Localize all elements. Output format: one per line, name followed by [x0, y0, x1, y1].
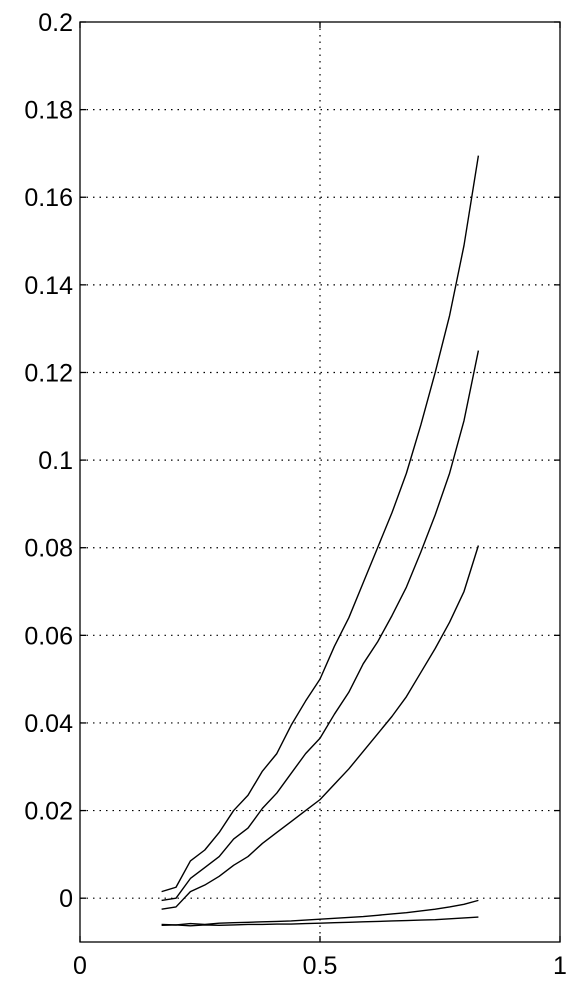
- series-line-1: [161, 155, 480, 893]
- x-tick-label: 0: [73, 952, 87, 980]
- y-tick-label: 0.14: [24, 272, 73, 300]
- grid-layer: [80, 22, 560, 942]
- y-tick-label: 0.16: [24, 184, 73, 212]
- series-line-4: [161, 899, 479, 926]
- tick-label-layer: 0 0.02 0.04 0.06 0.08 0.1 0.12 0.14 0.16 0.18 0.2 0…: [24, 9, 566, 980]
- y-tick-label: 0.18: [24, 97, 73, 125]
- y-tick-label: 0.08: [24, 535, 73, 563]
- y-tick-label: 0.1: [38, 447, 73, 475]
- series-line-2: [161, 350, 480, 902]
- series-layer: [161, 155, 480, 927]
- y-tick-label: 0.02: [24, 798, 73, 826]
- x-tick-label: 0.5: [303, 952, 338, 980]
- y-tick-label: 0.2: [38, 9, 73, 37]
- tick-layer: [79, 21, 561, 942]
- y-tick-label: 0.12: [24, 359, 73, 387]
- y-tick-label: 0: [59, 885, 73, 913]
- x-tick-label: 1: [553, 952, 566, 980]
- y-tick-label: 0.06: [24, 622, 73, 650]
- plot-frame: [79, 21, 561, 943]
- series-line-5: [161, 916, 479, 927]
- y-tick-label: 0.04: [24, 710, 73, 738]
- series-line-3: [161, 545, 480, 910]
